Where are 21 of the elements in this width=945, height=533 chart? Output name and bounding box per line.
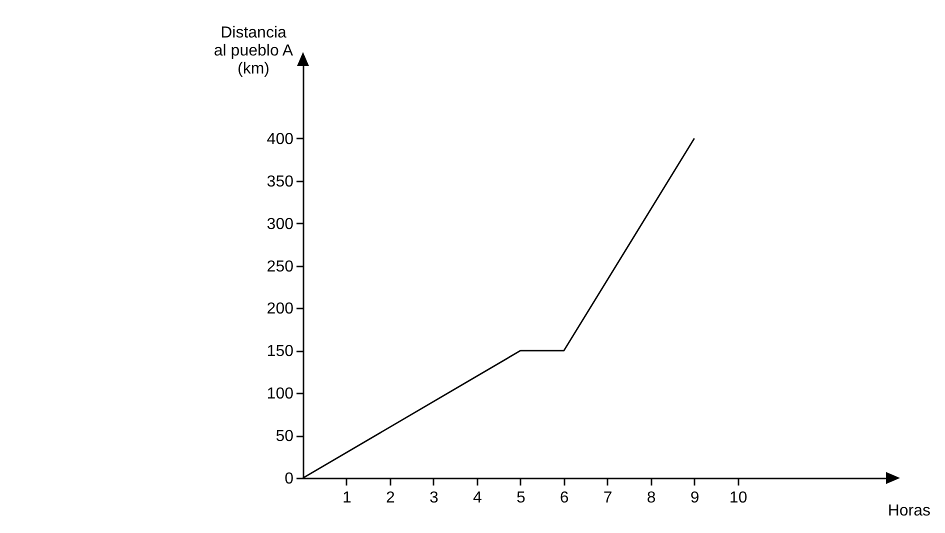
x-tick-label: 7: [603, 490, 612, 506]
x-tick-label: 10: [729, 490, 748, 506]
x-tick-label: 2: [386, 490, 396, 506]
y-tick-label: 400: [266, 130, 294, 148]
x-tick-label: 3: [429, 490, 438, 506]
x-tick-label: 8: [646, 490, 656, 506]
y-axis-title: Distancia al pueblo A (km): [214, 24, 294, 78]
y-tick-label: 250: [266, 258, 294, 276]
x-tick-label: 9: [690, 490, 700, 506]
y-tick-label: 200: [266, 300, 294, 318]
x-tick-label: 1: [342, 490, 352, 506]
x-tick-label: 6: [560, 490, 569, 506]
y-tick-label: 100: [266, 386, 294, 403]
x-tick-label: 4: [472, 490, 482, 506]
y-tick-label: 150: [266, 343, 294, 360]
y-tick-label: 0: [284, 470, 294, 488]
y-tick-label: 300: [266, 216, 294, 233]
y-tick-label: 350: [266, 173, 294, 190]
x-tick-label: 5: [516, 490, 526, 506]
x-axis-title: Horas: [888, 502, 930, 520]
y-tick-label: 50: [276, 428, 294, 446]
